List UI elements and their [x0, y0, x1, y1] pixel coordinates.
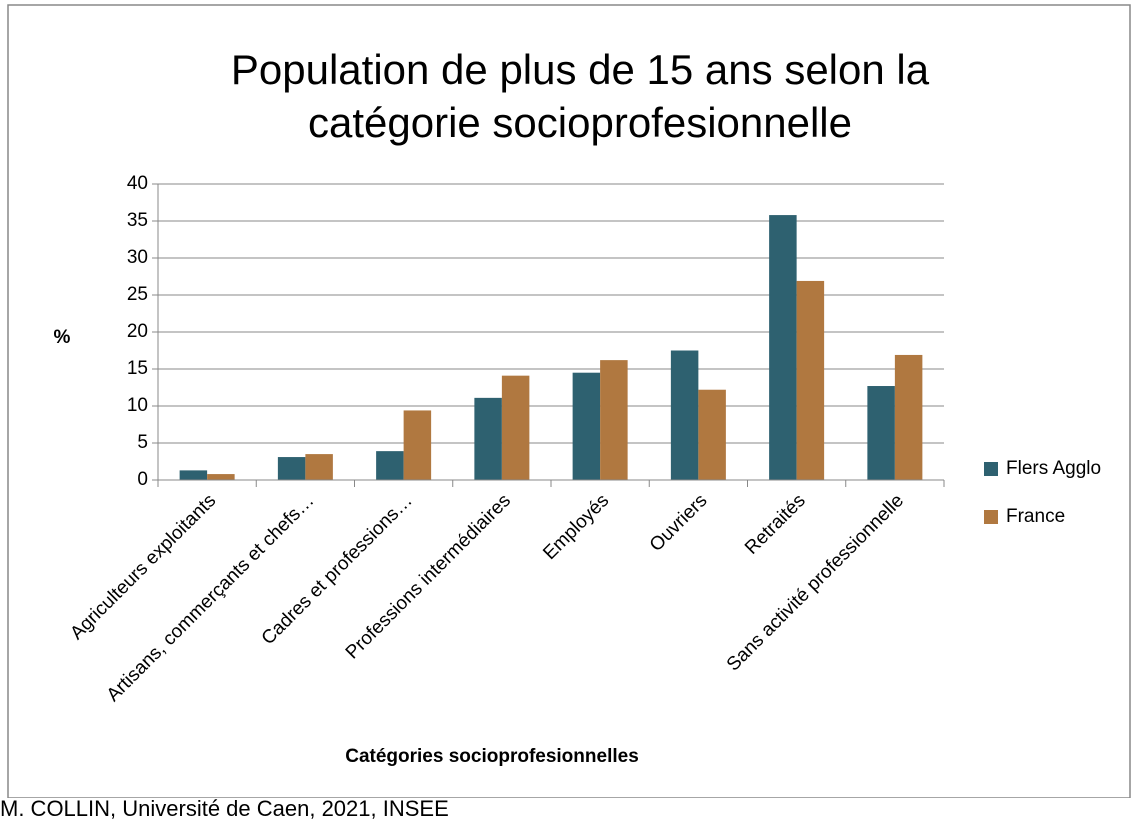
bar: [474, 397, 502, 480]
y-tick-label: 0: [137, 469, 148, 490]
bar: [670, 350, 699, 480]
footer-bg: [0, 798, 1140, 823]
chart-title: catégorie socioprofesionnelle: [308, 99, 852, 146]
bar: [376, 451, 404, 480]
y-tick-label: 35: [127, 210, 148, 231]
bar: [305, 454, 333, 480]
bar: [501, 375, 530, 480]
bar: [600, 360, 628, 480]
bar: [769, 215, 797, 480]
x-axis-label: Catégories socioprofesionnelles: [345, 746, 639, 767]
bar: [894, 354, 923, 480]
bar: [867, 386, 895, 480]
y-tick-label: 25: [127, 284, 148, 305]
legend-swatch: [984, 462, 998, 476]
source-note: M. COLLIN, Université de Caen, 2021, INS…: [0, 796, 449, 821]
y-tick-label: 5: [137, 432, 148, 453]
y-tick-label: 10: [127, 395, 148, 416]
y-tick-label: 20: [127, 321, 148, 342]
chart-border: [7, 4, 1131, 799]
bar: [796, 280, 825, 480]
y-tick-label: 30: [127, 247, 148, 268]
bar: [403, 410, 432, 480]
chart-title: Population de plus de 15 ans selon la: [231, 46, 930, 93]
bar: [698, 389, 726, 480]
y-axis-label: %: [54, 327, 71, 348]
bar: [572, 372, 601, 480]
legend-label: France: [1006, 506, 1065, 527]
bar: [207, 474, 235, 480]
bar: [277, 457, 306, 480]
y-tick-label: 40: [127, 173, 148, 194]
bar: [179, 470, 208, 480]
y-tick-label: 15: [127, 358, 148, 379]
legend-swatch: [984, 510, 998, 524]
legend-label: Flers Agglo: [1006, 458, 1101, 479]
